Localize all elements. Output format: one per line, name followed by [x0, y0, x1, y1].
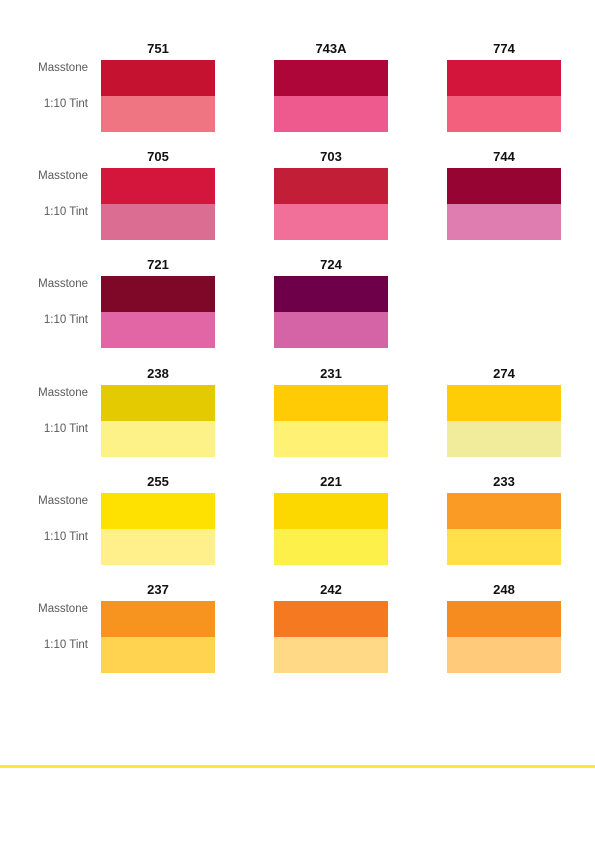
masstone-label: Masstone — [38, 62, 88, 74]
tint-label: 1:10 Tint — [43, 206, 88, 218]
swatch-row: Masstone 1:10 Tint 255 221 233 — [0, 471, 595, 579]
masstone-label: Masstone — [38, 278, 88, 290]
masstone-chip — [274, 493, 388, 529]
tint-chip — [101, 204, 215, 240]
tint-chip — [101, 637, 215, 673]
swatch-code: 724 — [320, 257, 342, 272]
color-swatch: 751 — [101, 38, 215, 132]
masstone-chip — [101, 276, 215, 312]
masstone-chip — [447, 493, 561, 529]
tint-label: 1:10 Tint — [43, 314, 88, 326]
tint-chip — [101, 96, 215, 132]
swatch-code: 238 — [147, 366, 169, 381]
color-swatch: 237 — [101, 579, 215, 673]
tint-chip — [447, 204, 561, 240]
masstone-chip — [101, 168, 215, 204]
color-swatch: 724 — [274, 254, 388, 348]
masstone-label: Masstone — [38, 387, 88, 399]
color-swatch: 238 — [101, 363, 215, 457]
tint-chip — [447, 637, 561, 673]
swatch-code: 721 — [147, 257, 169, 272]
swatch-code: 751 — [147, 41, 169, 56]
swatch-code: 744 — [493, 149, 515, 164]
color-swatch: 743A — [274, 38, 388, 132]
color-swatch: 721 — [101, 254, 215, 348]
tint-chip — [274, 421, 388, 457]
masstone-chip — [101, 493, 215, 529]
color-swatch: 221 — [274, 471, 388, 565]
masstone-chip — [274, 60, 388, 96]
tint-chip — [274, 312, 388, 348]
color-swatch: 274 — [447, 363, 561, 457]
swatch-code: 237 — [147, 582, 169, 597]
masstone-chip — [101, 385, 215, 421]
color-swatch: 231 — [274, 363, 388, 457]
tint-label: 1:10 Tint — [43, 531, 88, 543]
tint-chip — [101, 421, 215, 457]
masstone-chip — [447, 168, 561, 204]
masstone-chip — [274, 168, 388, 204]
tint-label: 1:10 Tint — [43, 423, 88, 435]
color-swatch: 242 — [274, 579, 388, 673]
tint-chip — [274, 96, 388, 132]
swatch-code: 233 — [493, 474, 515, 489]
color-swatch: 233 — [447, 471, 561, 565]
footer-divider — [0, 765, 595, 768]
tint-chip — [447, 96, 561, 132]
swatch-row: Masstone 1:10 Tint 705 703 744 — [0, 146, 595, 254]
masstone-chip — [101, 601, 215, 637]
tint-chip — [101, 312, 215, 348]
color-swatch: 744 — [447, 146, 561, 240]
tint-chip — [447, 529, 561, 565]
masstone-chip — [101, 60, 215, 96]
color-swatch: 255 — [101, 471, 215, 565]
masstone-chip — [447, 385, 561, 421]
color-swatch: 774 — [447, 38, 561, 132]
swatch-code: 221 — [320, 474, 342, 489]
masstone-chip — [447, 601, 561, 637]
color-swatch: 703 — [274, 146, 388, 240]
swatch-code: 703 — [320, 149, 342, 164]
swatch-code: 231 — [320, 366, 342, 381]
masstone-chip — [274, 276, 388, 312]
swatch-row: Masstone 1:10 Tint 238 231 274 — [0, 363, 595, 471]
swatch-code: 774 — [493, 41, 515, 56]
swatch-code: 255 — [147, 474, 169, 489]
tint-chip — [274, 204, 388, 240]
masstone-label: Masstone — [38, 495, 88, 507]
tint-chip — [274, 529, 388, 565]
swatch-code: 274 — [493, 366, 515, 381]
swatch-row: Masstone 1:10 Tint 751 743A 774 — [0, 38, 595, 146]
swatch-row: Masstone 1:10 Tint 237 242 248 — [0, 579, 595, 687]
color-swatch: 705 — [101, 146, 215, 240]
masstone-label: Masstone — [38, 603, 88, 615]
swatch-code: 248 — [493, 582, 515, 597]
swatch-code: 242 — [320, 582, 342, 597]
tint-chip — [274, 637, 388, 673]
masstone-chip — [274, 601, 388, 637]
masstone-label: Masstone — [38, 170, 88, 182]
tint-chip — [447, 421, 561, 457]
color-swatch: 248 — [447, 579, 561, 673]
swatch-code: 743A — [315, 41, 347, 56]
tint-label: 1:10 Tint — [43, 639, 88, 651]
tint-label: 1:10 Tint — [43, 98, 88, 110]
swatch-row: Masstone 1:10 Tint 721 724 — [0, 254, 595, 362]
tint-chip — [101, 529, 215, 565]
swatch-code: 705 — [147, 149, 169, 164]
masstone-chip — [447, 60, 561, 96]
masstone-chip — [274, 385, 388, 421]
